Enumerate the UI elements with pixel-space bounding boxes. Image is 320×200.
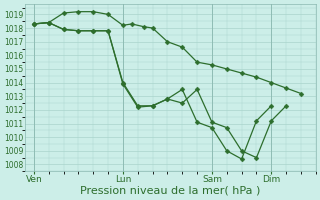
X-axis label: Pression niveau de la mer( hPa ): Pression niveau de la mer( hPa )	[80, 186, 260, 196]
